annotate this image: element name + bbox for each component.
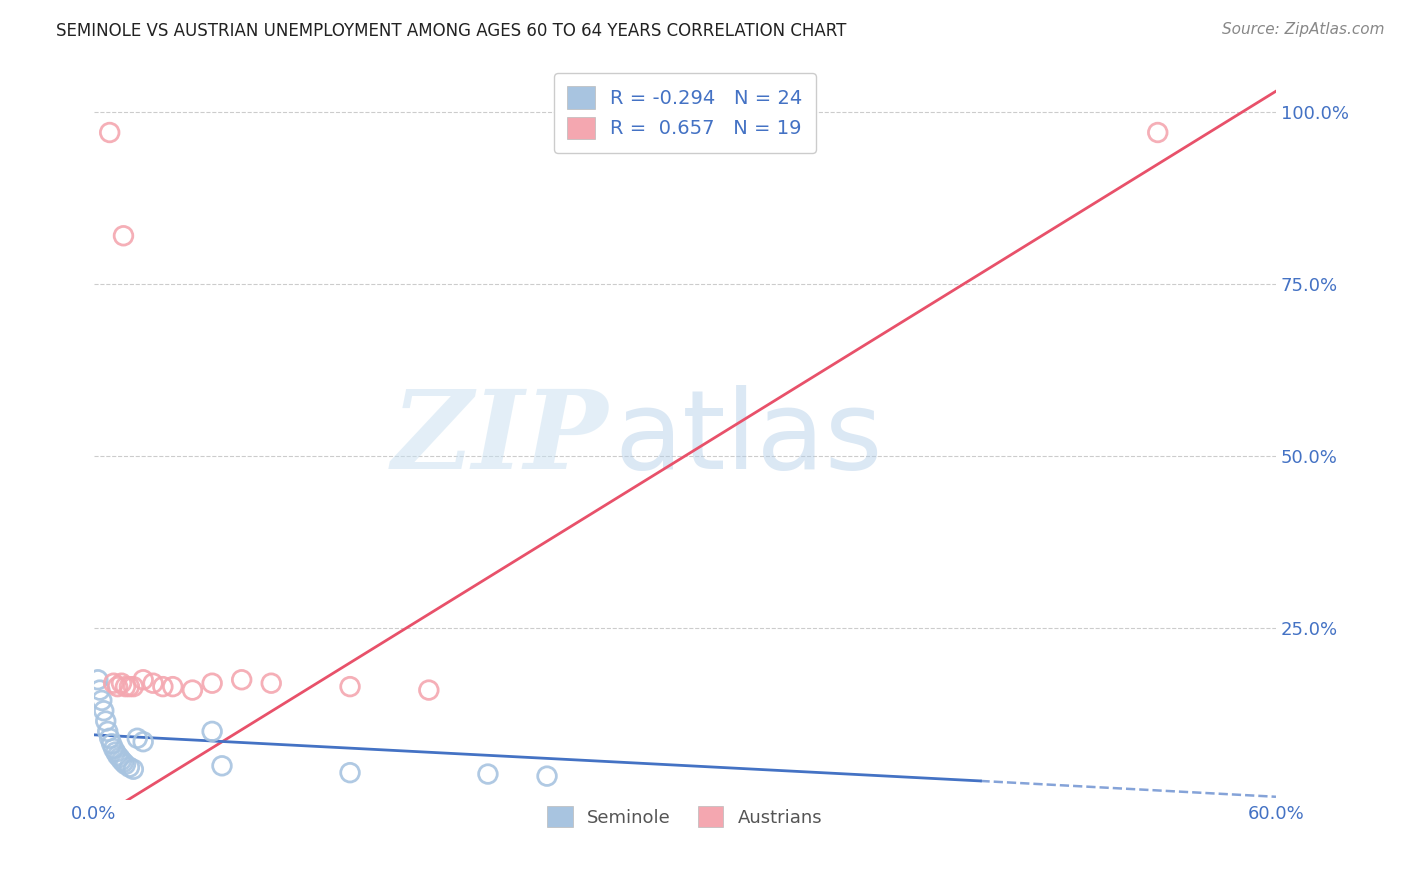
- Point: [142, 676, 165, 690]
- Point: [1146, 126, 1168, 140]
- Point: [162, 680, 184, 694]
- Point: [122, 680, 145, 694]
- Point: [103, 741, 125, 756]
- Point: [118, 680, 141, 694]
- Point: [114, 680, 136, 694]
- Point: [118, 760, 141, 774]
- Point: [536, 769, 558, 783]
- Point: [211, 759, 233, 773]
- Point: [132, 735, 155, 749]
- Point: [107, 748, 129, 763]
- Point: [100, 737, 122, 751]
- Text: ZIP: ZIP: [391, 385, 609, 492]
- Legend: Seminole, Austrians: Seminole, Austrians: [540, 799, 830, 835]
- Point: [181, 683, 204, 698]
- Text: SEMINOLE VS AUSTRIAN UNEMPLOYMENT AMONG AGES 60 TO 64 YEARS CORRELATION CHART: SEMINOLE VS AUSTRIAN UNEMPLOYMENT AMONG …: [56, 22, 846, 40]
- Text: Source: ZipAtlas.com: Source: ZipAtlas.com: [1222, 22, 1385, 37]
- Point: [477, 767, 499, 781]
- Point: [110, 676, 132, 690]
- Point: [94, 714, 117, 728]
- Point: [339, 680, 361, 694]
- Point: [132, 673, 155, 687]
- Point: [122, 762, 145, 776]
- Point: [104, 745, 127, 759]
- Point: [110, 753, 132, 767]
- Point: [98, 731, 121, 746]
- Point: [112, 756, 135, 770]
- Point: [231, 673, 253, 687]
- Point: [112, 228, 135, 243]
- Point: [98, 126, 121, 140]
- Point: [97, 724, 120, 739]
- Point: [90, 693, 112, 707]
- Point: [114, 757, 136, 772]
- Point: [93, 704, 115, 718]
- Point: [89, 683, 111, 698]
- Point: [127, 731, 149, 746]
- Point: [201, 676, 224, 690]
- Point: [107, 680, 129, 694]
- Point: [339, 765, 361, 780]
- Point: [260, 676, 283, 690]
- Point: [87, 673, 110, 687]
- Point: [108, 750, 131, 764]
- Point: [152, 680, 174, 694]
- Point: [103, 676, 125, 690]
- Point: [418, 683, 440, 698]
- Point: [201, 724, 224, 739]
- Text: atlas: atlas: [614, 385, 883, 492]
